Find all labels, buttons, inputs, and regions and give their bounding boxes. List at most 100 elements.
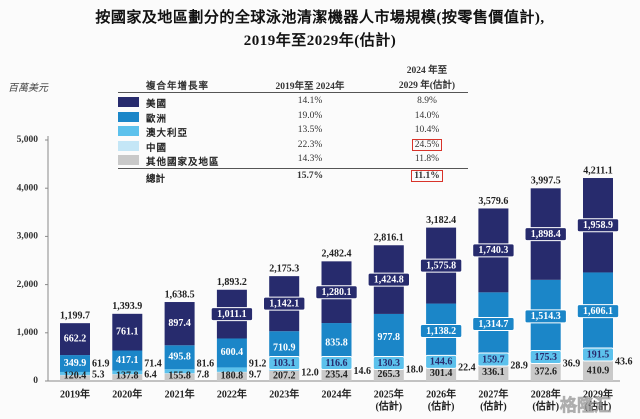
bar-china-2021 [164, 373, 195, 374]
label-europe-2027: 1,314.7 [478, 319, 508, 330]
x-tick-label: 2028年 [531, 387, 561, 400]
label-us-2028: 1,898.4 [531, 229, 561, 240]
label-us-2024-box [315, 285, 358, 300]
legend-header-label: 複合年增長率 [146, 82, 210, 92]
legend-cagr-2024-2029: 24.5% [377, 138, 477, 151]
bar-australia-2020 [112, 370, 143, 375]
chart-title-line2: 2019年至2029年(估計) [243, 33, 397, 49]
label-total-2025: 2,816.1 [374, 233, 404, 244]
label-china-2024: 14.6 [354, 366, 372, 377]
legend-swatch-us [118, 97, 139, 107]
bar-china-2019 [60, 374, 90, 376]
bar-europe-2021 [164, 345, 195, 370]
y-tick-label: 5,000 [17, 135, 39, 145]
legend-cagr-2024-2029: 8.9% [377, 96, 477, 106]
label-europe-2029-box [576, 304, 620, 319]
bar-australia-2019 [60, 371, 90, 375]
label-total-2021: 1,638.5 [165, 289, 195, 300]
label-us-2029: 1,958.9 [583, 220, 613, 231]
label-australia-2029: 191.5 [587, 349, 610, 360]
label-europe-2029: 1,606.1 [583, 306, 613, 317]
bar-other-2026 [426, 366, 457, 381]
legend-name: 中國 [146, 143, 168, 154]
x-tick-label: 2021年 [165, 387, 195, 400]
label-australia-2021: 81.6 [197, 358, 215, 369]
legend-cagr-2019-2024: 19.0% [297, 110, 323, 121]
label-australia-2020: 71.4 [144, 358, 162, 369]
label-us-2022-box [210, 307, 254, 322]
highlighted-cagr-value: 11.1% [411, 169, 443, 182]
legend-cagr-2024-2029: 11.8% [377, 154, 477, 164]
legend-row-other: 其他國家及地區 14.3% 11.8% [118, 153, 468, 168]
label-europe-2025: 977.8 [378, 332, 401, 343]
label-australia-2022: 91.2 [249, 358, 267, 369]
label-australia-2023-box [268, 356, 301, 370]
legend-cagr-value: 11.8% [414, 154, 440, 165]
label-other-2026: 301.4 [430, 368, 453, 379]
bar-other-2027 [478, 364, 509, 381]
label-australia-2028-box [529, 350, 562, 365]
bar-other-2028 [530, 363, 561, 381]
label-europe-2024: 835.8 [325, 337, 348, 348]
label-us-2027: 1,740.3 [478, 245, 508, 256]
legend-name: 美國 [146, 100, 168, 110]
label-china-2021: 7.8 [197, 369, 210, 380]
legend-cagr-2019-2024: 13.5% [297, 125, 323, 136]
label-australia-2025: 130.3 [378, 358, 401, 369]
label-other-2020: 137.8 [116, 370, 139, 381]
label-us-2021: 897.4 [168, 318, 191, 329]
label-total-2024: 2,482.4 [322, 249, 352, 260]
chart-title-line1: 按國家及地區劃分的全球泳池清潔機器人市場規模(按零售價值計), [95, 10, 545, 26]
label-europe-2028: 1,514.3 [531, 311, 561, 322]
bar-europe-2022 [216, 338, 247, 368]
legend-row-china: 中國 22.3% 24.5% [118, 138, 468, 154]
legend-col2-header-line2: 2029 年(估計) [398, 81, 456, 91]
label-us-2028-box [524, 227, 567, 242]
bar-china-2020 [112, 374, 143, 375]
label-total-2019: 1,199.7 [60, 310, 90, 321]
y-axis-unit-label: 百萬美元 [8, 83, 48, 94]
label-us-2020: 761.1 [116, 326, 139, 337]
bar-china-2022 [216, 371, 247, 373]
label-europe-2021: 495.8 [168, 352, 191, 363]
label-australia-2029-box [582, 347, 614, 362]
label-total-2026: 3,182.4 [426, 215, 456, 226]
label-europe-2027-box [472, 317, 515, 332]
bar-other-2021 [164, 373, 195, 381]
label-europe-2026-box [419, 323, 463, 338]
label-us-2022: 1,011.1 [217, 309, 246, 320]
bar-other-2023 [269, 371, 300, 381]
legend-cagr-2019-2024: 14.1% [297, 96, 323, 106]
legend-swatch-china [118, 140, 139, 151]
label-china-2029: 43.6 [615, 356, 633, 367]
bar-europe-2020 [112, 350, 143, 371]
label-other-2021: 155.8 [168, 370, 191, 381]
bar-china-2023 [269, 370, 300, 372]
legend-name: 歐洲 [146, 114, 168, 125]
label-australia-2028: 175.3 [534, 352, 557, 363]
x-tick-note: (估計) [585, 399, 612, 412]
legend-cagr-2019-2024: 22.3% [297, 139, 323, 150]
bar-europe-2025 [373, 313, 404, 362]
label-other-2029: 410.9 [587, 365, 610, 376]
label-australia-2027-box [477, 352, 510, 367]
legend-col1-header: 2019年至 2024年 [275, 82, 345, 92]
label-other-2028: 372.6 [534, 366, 557, 377]
label-china-2025: 18.0 [406, 365, 424, 376]
bar-other-2022 [216, 372, 247, 381]
bar-australia-2021 [164, 369, 195, 374]
label-us-2025-box [367, 272, 411, 287]
label-total-2023: 2,175.3 [269, 263, 299, 274]
label-us-2026-box [419, 258, 463, 273]
legend-row-total: 總計 15.7% 11.1% [118, 169, 468, 185]
bar-other-2019 [60, 375, 90, 381]
label-europe-2026: 1,138.2 [426, 326, 456, 337]
legend-name: 澳大利亞 [146, 129, 189, 140]
label-australia-2026: 144.6 [430, 357, 453, 368]
x-tick-label: 2027年 [478, 387, 508, 400]
bar-other-2029 [583, 361, 613, 381]
label-australia-2025-box [372, 356, 405, 370]
label-china-2020: 6.4 [144, 369, 157, 380]
label-total-2020: 1,393.9 [112, 301, 142, 312]
